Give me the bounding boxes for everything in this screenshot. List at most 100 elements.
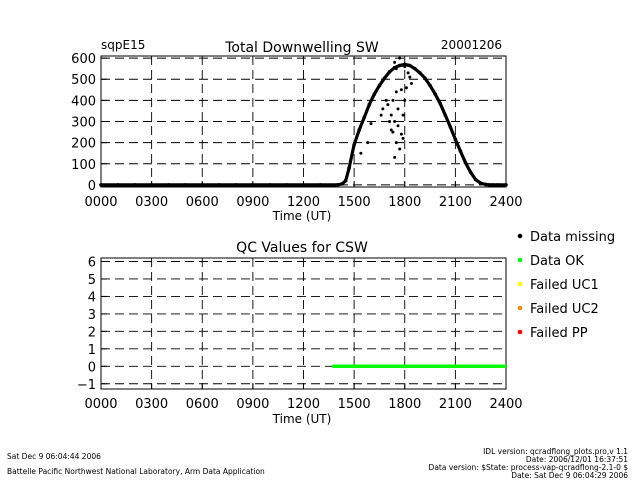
sw-scatter-point: [381, 107, 385, 111]
sw-data-point: [473, 177, 478, 182]
c2-y-tick-label: 0: [88, 360, 96, 375]
sw-scatter-point: [396, 124, 400, 128]
c1-y-tick-label: 200: [71, 137, 96, 152]
sw-data-point: [284, 183, 289, 187]
sw-scatter-point: [399, 132, 403, 136]
sw-scatter-point: [393, 60, 397, 64]
qc-chart: QC Values for CSW −1 0 1 2 3 4 5 6 0000 0300 0600…: [77, 240, 523, 426]
sw-scatter-point: [410, 81, 413, 85]
legend-marker: [517, 329, 523, 335]
sw-data-point: [132, 183, 137, 187]
sw-scatter-point: [394, 67, 398, 71]
sw-data-point: [423, 76, 427, 80]
legend-marker: [517, 233, 523, 239]
qc-chart-title: QC Values for CSW: [236, 240, 368, 256]
qc-grid: [101, 258, 506, 389]
qc-x-axis-label: Time (UT): [272, 412, 332, 426]
sw-scatter-point: [379, 113, 383, 117]
legend-label: Failed PP: [530, 326, 588, 341]
c1-x-tick-label: 2400: [489, 195, 522, 210]
sw-data-point: [443, 113, 448, 117]
sw-data-point: [463, 160, 468, 165]
c2-x-tick-label: 0600: [186, 397, 219, 412]
sw-data-point: [428, 83, 432, 88]
sw-data-point: [458, 149, 463, 153]
legend-label: Failed UC2: [530, 302, 599, 317]
sw-data-point: [347, 166, 351, 170]
c1-x-tick-label: 0000: [84, 195, 117, 210]
c2-y-tick-label: 5: [88, 273, 96, 288]
sw-data-point: [372, 92, 377, 96]
sw-data-point: [340, 182, 345, 186]
sw-scatter-point: [389, 128, 393, 132]
sw-data-point: [433, 92, 437, 96]
sw-data-point: [335, 183, 340, 187]
sw-data-point: [367, 102, 372, 107]
c1-x-tick-label: 1800: [388, 195, 421, 210]
c1-x-tick-label: 0300: [135, 195, 168, 210]
sw-scatter-point: [403, 65, 407, 69]
sw-data-point: [301, 183, 306, 187]
sw-scatter-point: [396, 107, 400, 111]
qc-x-ticks: 0000 0300 0600 0900 1200 1500 1800 2100 2400: [84, 383, 523, 412]
c2-y-tick-label: 1: [88, 343, 96, 358]
sw-data-point: [408, 63, 412, 68]
legend-marker: [517, 281, 523, 287]
sw-scatter-point: [391, 98, 395, 102]
sw-data-point: [487, 183, 491, 187]
sw-data-point: [495, 183, 500, 187]
legend-label: Data OK: [530, 254, 584, 269]
sw-scatter-point: [393, 120, 397, 123]
sw-y-ticks: 0 100 200 300 400 500 600: [71, 52, 107, 194]
sw-data-point: [99, 183, 103, 187]
sw-data-point: [413, 66, 417, 71]
c1-y-tick-label: 300: [71, 116, 96, 131]
sw-x-ticks: 0000 0300 0600 0900 1200 1500 1800 2100 2400: [84, 181, 523, 210]
date-label: 20001206: [441, 38, 502, 52]
sw-data-point: [116, 183, 120, 187]
qc-legend: Data missing Data OK Failed UC1 Failed UC2 F…: [517, 230, 615, 341]
sw-scatter-point: [391, 130, 395, 134]
footer-data-version: Data version: $State: process-vap-qcradf…: [429, 463, 629, 472]
footer-data-date: Date: Sat Dec 9 06:04:29 2006: [511, 471, 628, 480]
sw-data-point: [149, 183, 154, 187]
c2-x-tick-label: 0000: [84, 397, 117, 412]
sw-scatter-point: [399, 88, 403, 92]
footer-idl-date: Date: 2006/12/01 16:37:51: [526, 455, 628, 464]
sw-chart-title: Total Downwelling SW: [224, 40, 379, 56]
c1-x-tick-label: 1500: [338, 195, 371, 210]
sw-curve: [101, 62, 506, 187]
sw-data-point: [453, 137, 458, 142]
sw-data-point: [200, 183, 205, 187]
sw-grid: [101, 56, 506, 187]
sw-data-point: [483, 182, 488, 187]
sw-data-point: [251, 183, 255, 187]
sw-data-point: [377, 83, 382, 88]
sw-scatter-point: [408, 75, 412, 79]
sw-data-point: [362, 115, 367, 120]
c2-x-tick-label: 1500: [338, 397, 371, 412]
sw-scatter-point: [398, 147, 402, 151]
footer-idl-version: IDL version: qcradflong_plots.pro,v 1.1: [483, 447, 628, 456]
sw-data-point: [183, 183, 188, 187]
sw-data-points: [99, 56, 508, 187]
sw-data-point: [397, 63, 402, 68]
sw-data-point: [468, 170, 473, 175]
c2-x-tick-label: 1200: [287, 397, 320, 412]
site-label: sqpE15: [101, 38, 145, 52]
sw-scatter-point: [398, 56, 402, 60]
c2-x-tick-label: 2100: [439, 397, 472, 412]
sw-data-point: [357, 128, 361, 132]
footer: Sat Dec 9 06:04:44 2006 Battelle Pacific…: [7, 447, 628, 480]
sw-data-point: [448, 124, 453, 129]
sw-data-point: [352, 142, 356, 147]
c2-x-tick-label: 1800: [388, 397, 421, 412]
sw-scatter-point: [366, 141, 370, 145]
c1-x-tick-label: 0900: [236, 195, 269, 210]
sw-scatter-point: [384, 98, 388, 102]
c2-x-tick-label: 0900: [236, 397, 269, 412]
sw-data-point: [438, 101, 442, 106]
qc-y-ticks: −1 0 1 2 3 4 5 6: [77, 255, 107, 393]
c1-y-tick-label: 600: [71, 52, 96, 67]
